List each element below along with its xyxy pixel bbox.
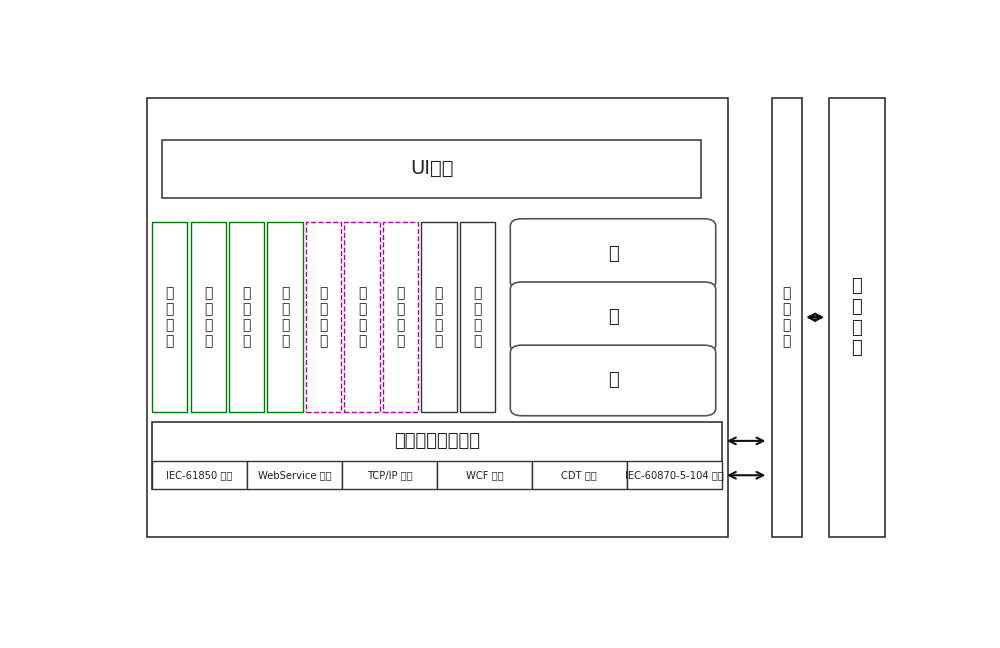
Text: 据: 据 — [608, 308, 618, 326]
Text: 故
障
诊
断: 故 障 诊 断 — [473, 286, 482, 349]
Bar — [532, 461, 627, 489]
Text: 电
子
地
图: 电 子 地 图 — [435, 286, 443, 349]
Text: WCF 服务: WCF 服务 — [466, 470, 503, 480]
Text: 权
限
管
理: 权 限 管 理 — [166, 286, 174, 349]
Text: 运
动
控
制: 运 动 控 制 — [396, 286, 405, 349]
Bar — [421, 222, 457, 412]
Bar — [152, 222, 187, 412]
Bar — [344, 222, 380, 412]
FancyBboxPatch shape — [510, 219, 716, 290]
Bar — [162, 140, 701, 198]
Text: IEC-60870-5-104 服务: IEC-60870-5-104 服务 — [625, 470, 724, 480]
Bar — [229, 222, 264, 412]
Bar — [267, 222, 303, 412]
Text: 库: 库 — [608, 371, 618, 389]
Text: TCP/IP 服务: TCP/IP 服务 — [367, 470, 412, 480]
Bar — [383, 222, 418, 412]
Bar — [152, 422, 722, 489]
Text: 集
控
系
统: 集 控 系 统 — [851, 277, 862, 358]
Bar — [306, 222, 341, 412]
Bar — [460, 222, 495, 412]
Bar — [627, 461, 722, 489]
Bar — [829, 98, 885, 537]
Text: UI界面: UI界面 — [410, 159, 453, 178]
Text: 巡
检
调
度: 巡 检 调 度 — [242, 286, 251, 349]
Text: 事
项
系
统: 事 项 系 统 — [319, 286, 328, 349]
FancyBboxPatch shape — [510, 345, 716, 416]
Bar — [191, 222, 226, 412]
Text: 通用服务订阅系统: 通用服务订阅系统 — [394, 432, 480, 450]
Text: 实
时
数
据: 实 时 数 据 — [358, 286, 366, 349]
Bar — [152, 461, 247, 489]
Bar — [147, 98, 728, 537]
Bar — [247, 461, 342, 489]
Text: 数: 数 — [608, 245, 618, 263]
Text: 电
力
专
网: 电 力 专 网 — [783, 286, 791, 349]
Text: CDT 服务: CDT 服务 — [561, 470, 597, 480]
Bar — [772, 98, 802, 537]
Text: IEC-61850 服务: IEC-61850 服务 — [166, 470, 233, 480]
Text: 视
频
平
台: 视 频 平 台 — [204, 286, 212, 349]
Text: 数
据
检
索: 数 据 检 索 — [281, 286, 289, 349]
FancyBboxPatch shape — [510, 282, 716, 353]
Bar — [437, 461, 532, 489]
Bar — [342, 461, 437, 489]
Text: WebService 服务: WebService 服务 — [258, 470, 331, 480]
